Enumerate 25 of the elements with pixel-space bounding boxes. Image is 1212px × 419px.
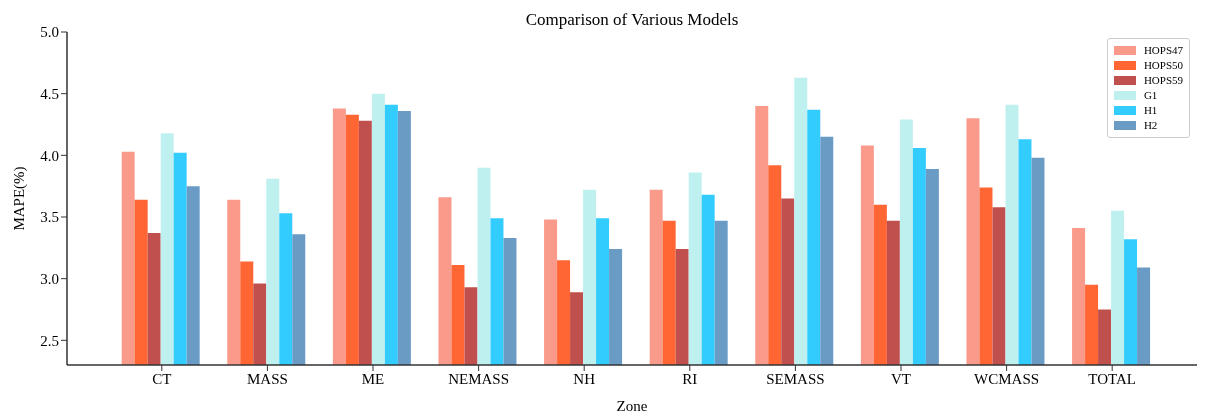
legend-label: H1 — [1143, 103, 1158, 118]
y-tick-label: 3.5 — [40, 209, 59, 226]
x-tick-label: VT — [891, 370, 911, 387]
y-tick-label: 3.0 — [40, 270, 59, 287]
x-axis-title: Zone — [616, 398, 648, 414]
legend-label: HOPS59 — [1143, 73, 1183, 88]
x-tick-label: RI — [682, 370, 698, 387]
x-tick-label: TOTAL — [1088, 370, 1137, 387]
x-tick-label: ME — [361, 370, 385, 387]
x-tick-label: SEMASS — [766, 370, 825, 387]
y-tick-label: 4.0 — [40, 147, 59, 164]
x-tick-label: MASS — [246, 370, 288, 387]
x-tick-label: NH — [573, 370, 596, 387]
x-tick-label: NEMASS — [448, 370, 510, 387]
y-tick-label: 5.0 — [40, 24, 59, 41]
x-tick-label: WCMASS — [974, 370, 1040, 387]
y-axis-title: MAPE(%) — [10, 166, 28, 231]
chart-title: Comparison of Various Models — [524, 10, 740, 30]
legend-label: G1 — [1143, 88, 1158, 103]
x-tick-label: CT — [152, 370, 172, 387]
y-tick-label: 2.5 — [40, 332, 59, 349]
legend-label: HOPS50 — [1143, 58, 1183, 73]
legend-label: H2 — [1143, 118, 1158, 133]
legend-label: HOPS47 — [1143, 43, 1183, 58]
y-tick-label: 4.5 — [40, 85, 59, 102]
